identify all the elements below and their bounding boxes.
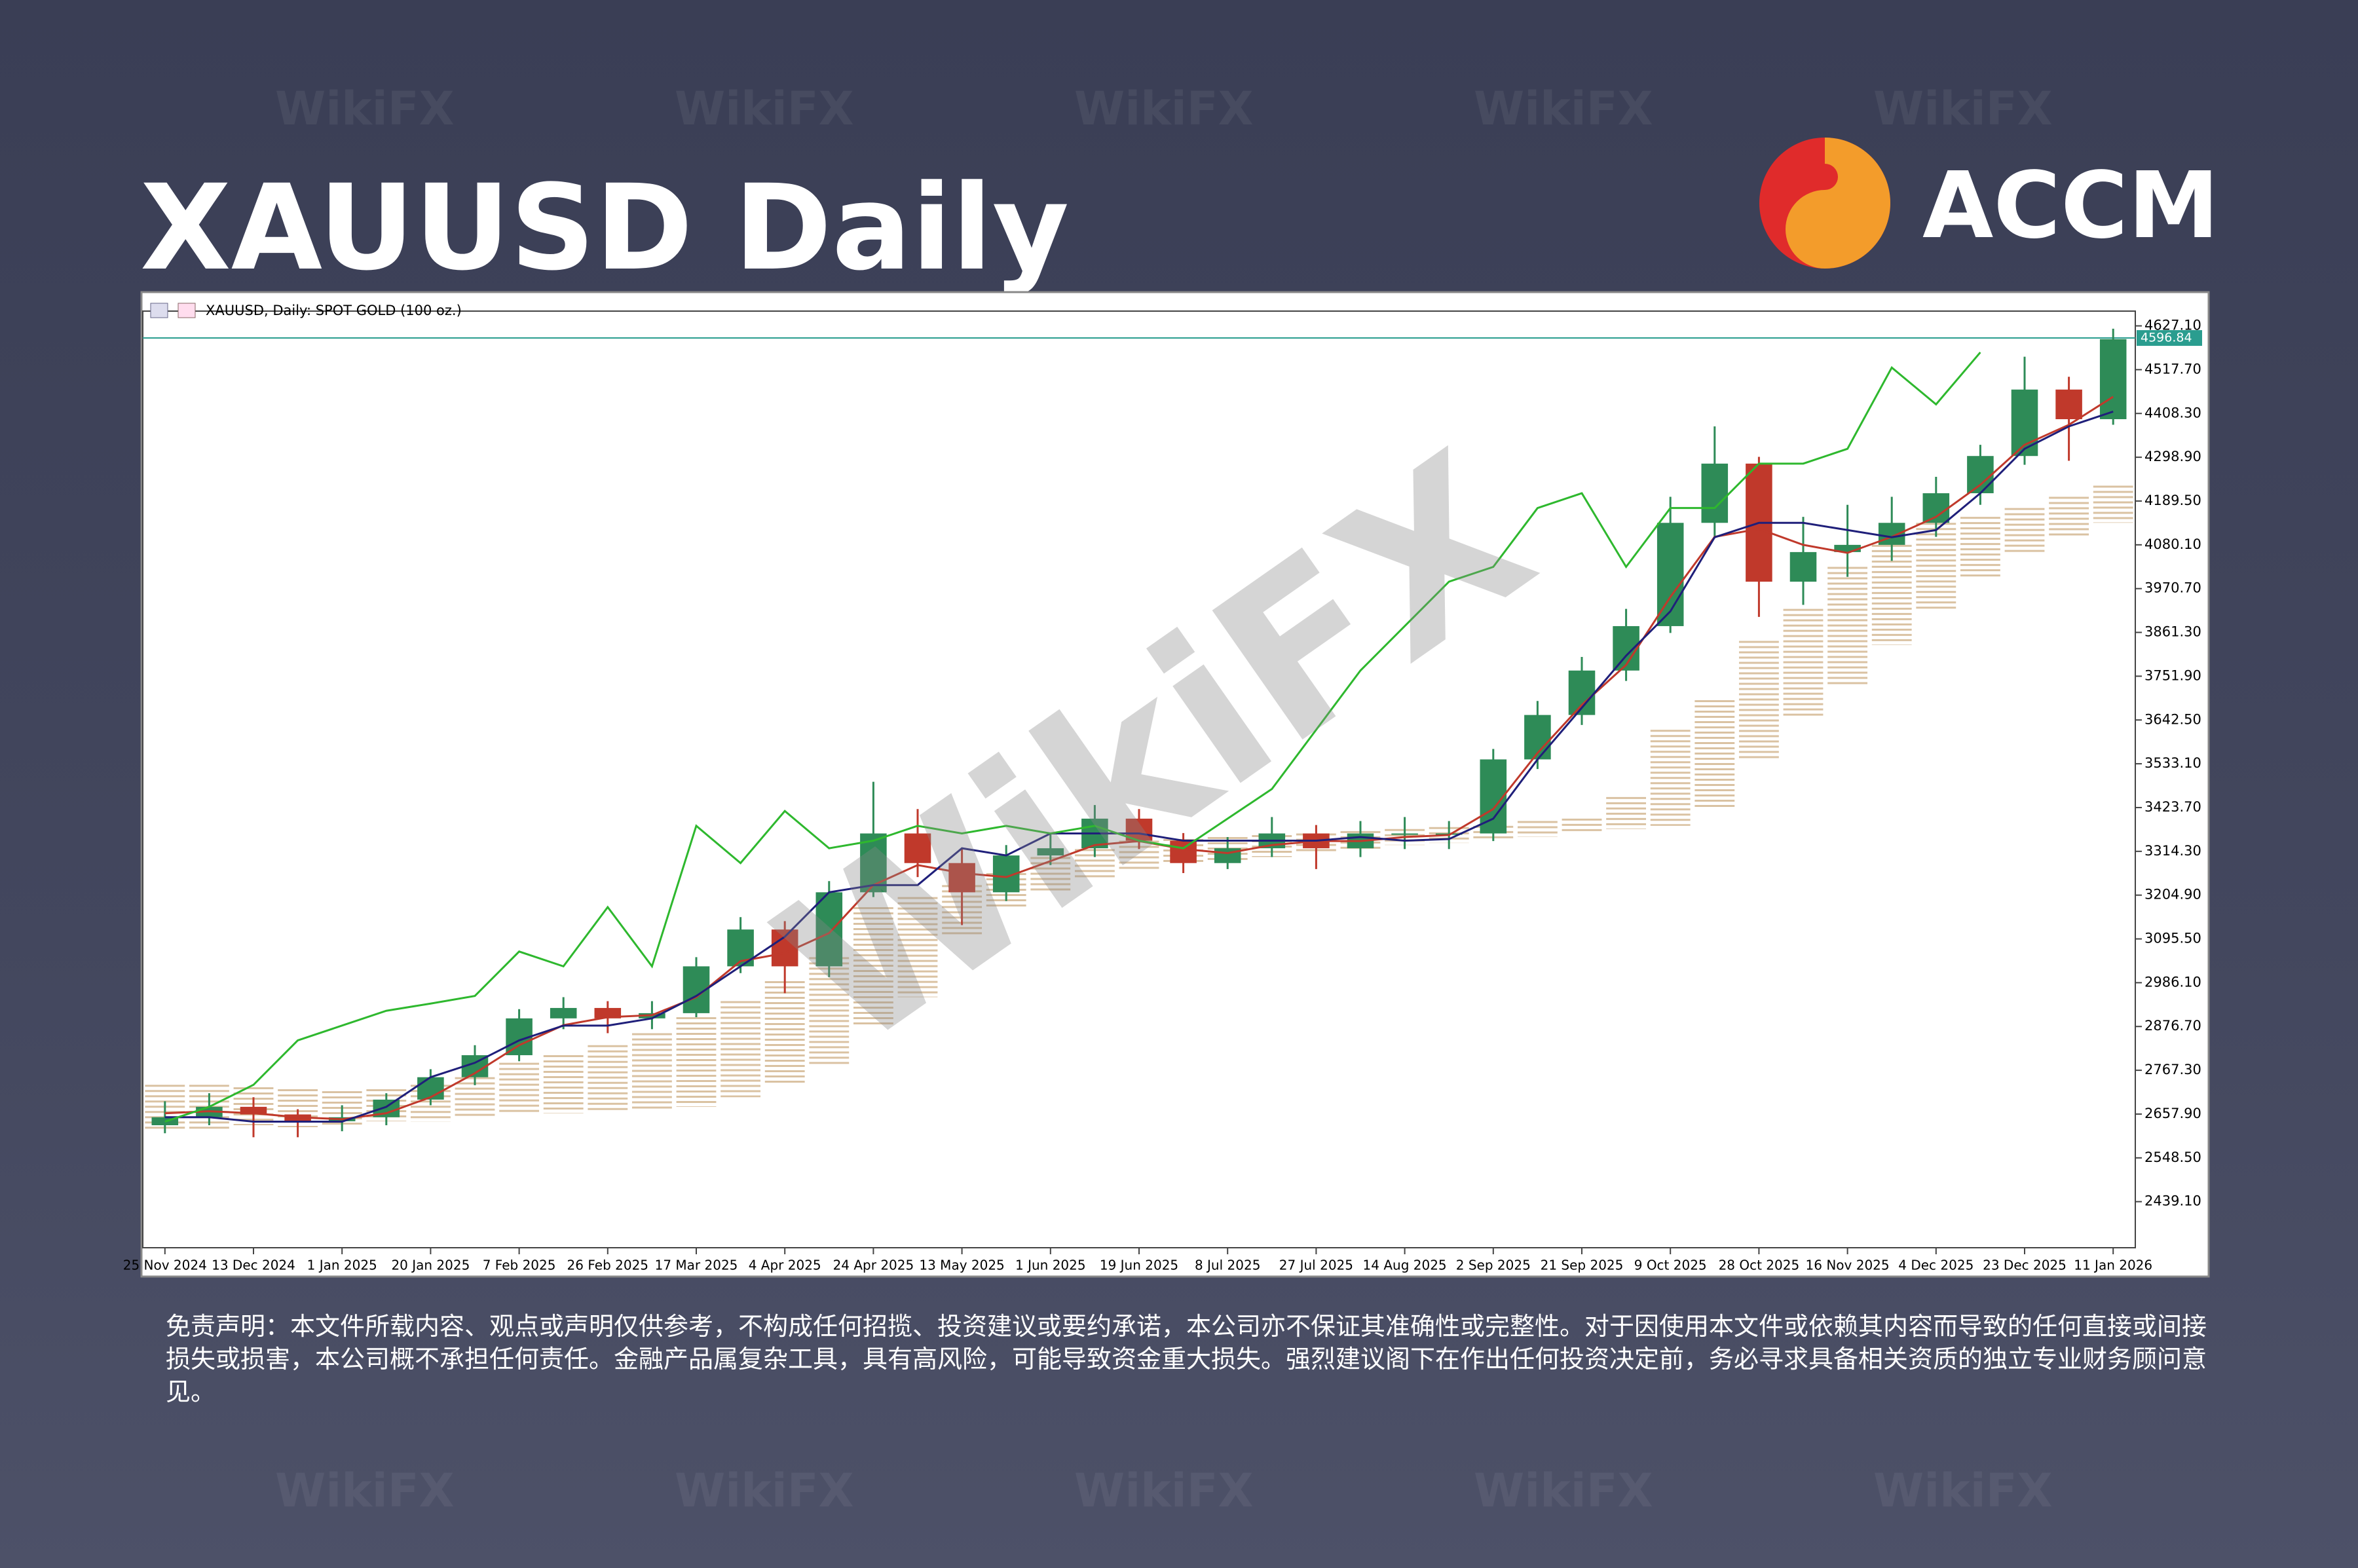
watermark: WikiFX xyxy=(675,1464,854,1518)
y-tick-label: 4517.70 xyxy=(2144,361,2201,377)
candle-body xyxy=(550,1007,577,1018)
candle-body xyxy=(1037,848,1064,856)
candle-body xyxy=(1834,544,1861,552)
candle-body xyxy=(1967,456,1994,494)
y-tick-label: 3642.50 xyxy=(2144,711,2201,727)
watermark: WikiFX xyxy=(1873,1464,2053,1518)
candle-body xyxy=(1878,523,1905,545)
x-tick-label: 25 Nov 2024 xyxy=(123,1258,207,1273)
candle-body xyxy=(1391,833,1418,835)
logo-text: ACCM xyxy=(1922,153,2219,259)
x-tick-label: 2 Sep 2025 xyxy=(1456,1258,1531,1273)
x-tick-label: 9 Oct 2025 xyxy=(1634,1258,1707,1273)
chart-icon xyxy=(150,303,168,318)
y-tick-label: 2986.10 xyxy=(2144,974,2201,990)
y-tick-label: 4298.90 xyxy=(2144,449,2201,464)
watermark: WikiFX xyxy=(1474,1464,1653,1518)
y-tick-label: 3751.90 xyxy=(2144,667,2201,683)
candle-body xyxy=(1701,463,1729,523)
x-tick-label: 13 Dec 2024 xyxy=(212,1258,295,1273)
candle-body xyxy=(594,1007,622,1018)
watermark: WikiFX xyxy=(275,82,455,136)
y-tick-label: 2876.70 xyxy=(2144,1018,2201,1034)
x-tick-label: 23 Dec 2025 xyxy=(1983,1258,2067,1273)
candle-body xyxy=(904,833,931,863)
x-tick-label: 11 Jan 2026 xyxy=(2074,1258,2152,1273)
candle-body xyxy=(1789,551,1817,582)
page-title: XAUUSD Daily xyxy=(140,160,1069,297)
watermark: WikiFX xyxy=(1074,82,1254,136)
y-tick-label: 2767.30 xyxy=(2144,1062,2201,1077)
x-tick-label: 1 Jun 2025 xyxy=(1015,1258,1086,1273)
price-label: 4596.84 xyxy=(2141,331,2192,345)
watermark: WikiFX xyxy=(1074,1464,1254,1518)
candle-body xyxy=(2055,389,2082,419)
indicator-line xyxy=(164,410,2114,1123)
chart-title: XAUUSD, Daily: SPOT GOLD (100 oz.) xyxy=(206,303,462,318)
candle-body xyxy=(860,833,887,893)
y-tick-label: 3861.30 xyxy=(2144,624,2201,640)
x-tick-label: 14 Aug 2025 xyxy=(1363,1258,1447,1273)
y-tick-label: 4408.30 xyxy=(2144,405,2201,420)
candle-body xyxy=(2099,339,2127,419)
price-label-box xyxy=(2137,330,2202,346)
candle-body xyxy=(1170,840,1197,863)
x-tick-label: 8 Jul 2025 xyxy=(1195,1258,1260,1273)
y-tick-label: 3095.50 xyxy=(2144,931,2201,946)
x-tick-label: 26 Feb 2025 xyxy=(567,1258,648,1273)
y-tick-label: 3533.10 xyxy=(2144,755,2201,771)
y-tick-label: 2439.10 xyxy=(2144,1193,2201,1209)
y-tick-label: 4080.10 xyxy=(2144,536,2201,552)
watermark: WikiFX xyxy=(1474,82,1653,136)
candle-body xyxy=(948,863,975,893)
y-tick-label: 2657.90 xyxy=(2144,1106,2201,1121)
chart-icon xyxy=(178,303,196,318)
x-tick-label: 24 Apr 2025 xyxy=(833,1258,914,1273)
watermark-layer: WikiFX WikiFX WikiFX WikiFX WikiFX WikiFX Wiki… xyxy=(275,82,2053,1518)
candle-body xyxy=(417,1077,444,1100)
y-tick-label: 3423.70 xyxy=(2144,799,2201,815)
logo: ACCM xyxy=(1759,138,2219,269)
chart-panel xyxy=(140,291,2210,1278)
x-tick-label: 4 Dec 2025 xyxy=(1898,1258,1974,1273)
x-tick-label: 21 Sep 2025 xyxy=(1541,1258,1624,1273)
y-tick-label: 4189.50 xyxy=(2144,493,2201,508)
disclaimer: 免责声明：本文件所载内容、观点或声明仅供参考，不构成任何招揽、投资建议或要约承诺… xyxy=(166,1312,2207,1406)
x-tick-label: 17 Mar 2025 xyxy=(655,1258,738,1273)
x-tick-label: 16 Nov 2025 xyxy=(1806,1258,1890,1273)
x-tick-label: 27 Jul 2025 xyxy=(1279,1258,1353,1273)
y-tick-label: 3314.30 xyxy=(2144,843,2201,859)
watermark: WikiFX xyxy=(275,1464,455,1518)
x-tick-label: 1 Jan 2025 xyxy=(307,1258,377,1273)
candle-body xyxy=(815,892,843,967)
x-tick-label: 20 Jan 2025 xyxy=(391,1258,470,1273)
x-tick-label: 7 Feb 2025 xyxy=(483,1258,556,1273)
watermark: WikiFX xyxy=(1873,82,2053,136)
logo-swirl xyxy=(1786,138,1890,269)
y-tick-label: 2548.50 xyxy=(2144,1149,2201,1165)
x-tick-label: 28 Oct 2025 xyxy=(1719,1258,1800,1273)
candle-body xyxy=(1922,493,1950,523)
indicator-line xyxy=(164,351,1981,1123)
y-tick-label: 3970.70 xyxy=(2144,580,2201,596)
x-tick-label: 4 Apr 2025 xyxy=(749,1258,821,1273)
watermark: WikiFX xyxy=(675,82,854,136)
x-tick-label: 19 Jun 2025 xyxy=(1100,1258,1178,1273)
y-tick-label: 3204.90 xyxy=(2144,887,2201,903)
candle-body xyxy=(240,1106,267,1115)
x-tick-label: 13 May 2025 xyxy=(919,1258,1004,1273)
